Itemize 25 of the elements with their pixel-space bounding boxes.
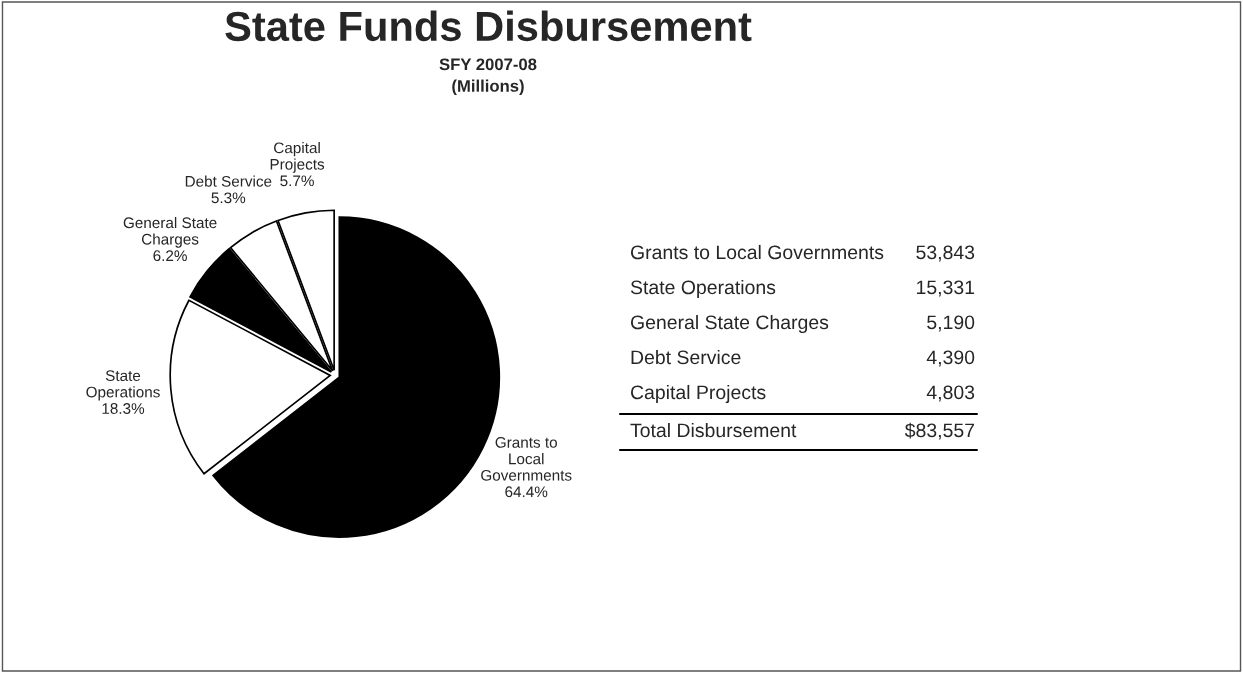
chart-subtitle: SFY 2007-08 (Millions) xyxy=(439,58,537,96)
text: 15,331 xyxy=(917,280,975,297)
data-label: 64.4% xyxy=(505,486,548,498)
text: $83,557 xyxy=(904,422,975,440)
data-label: 6.2% xyxy=(153,250,187,262)
chart-title: State Funds Disbursement xyxy=(225,10,752,42)
category-label: Grants to Local Governments xyxy=(630,244,884,260)
category-label: State Operations xyxy=(630,279,776,299)
text: 4,803 xyxy=(926,385,975,402)
category-label: General State Charges xyxy=(630,314,829,334)
slice-label: Grants to Local Governments xyxy=(481,437,572,481)
data-label: 18.3% xyxy=(102,403,145,414)
slice-label: Capital Projects xyxy=(270,142,325,173)
slice-label: State Operations xyxy=(86,370,160,401)
pie-slice xyxy=(169,299,332,475)
text: 5,190 xyxy=(927,315,975,332)
category-label: Capital Projects xyxy=(630,384,766,404)
text: Total Disbursement xyxy=(630,422,797,438)
category-label: Debt Service xyxy=(631,349,741,365)
slice-label: Debt Service xyxy=(185,175,272,187)
data-label: 5.7% xyxy=(280,175,314,187)
slice-label: General State Charges xyxy=(123,216,217,248)
text: 53,843 xyxy=(916,245,975,262)
data-label: 5.3% xyxy=(211,192,246,204)
text: 4,390 xyxy=(926,350,975,367)
